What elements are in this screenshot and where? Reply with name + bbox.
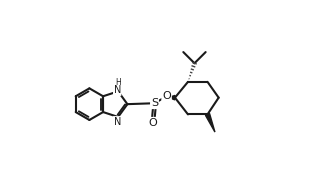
Polygon shape	[169, 95, 175, 100]
Text: S: S	[151, 98, 158, 108]
Text: H: H	[115, 78, 121, 87]
Polygon shape	[205, 113, 215, 132]
Text: O: O	[149, 118, 157, 128]
Text: O: O	[162, 91, 171, 101]
Text: N: N	[113, 85, 121, 95]
Text: N: N	[113, 117, 121, 127]
